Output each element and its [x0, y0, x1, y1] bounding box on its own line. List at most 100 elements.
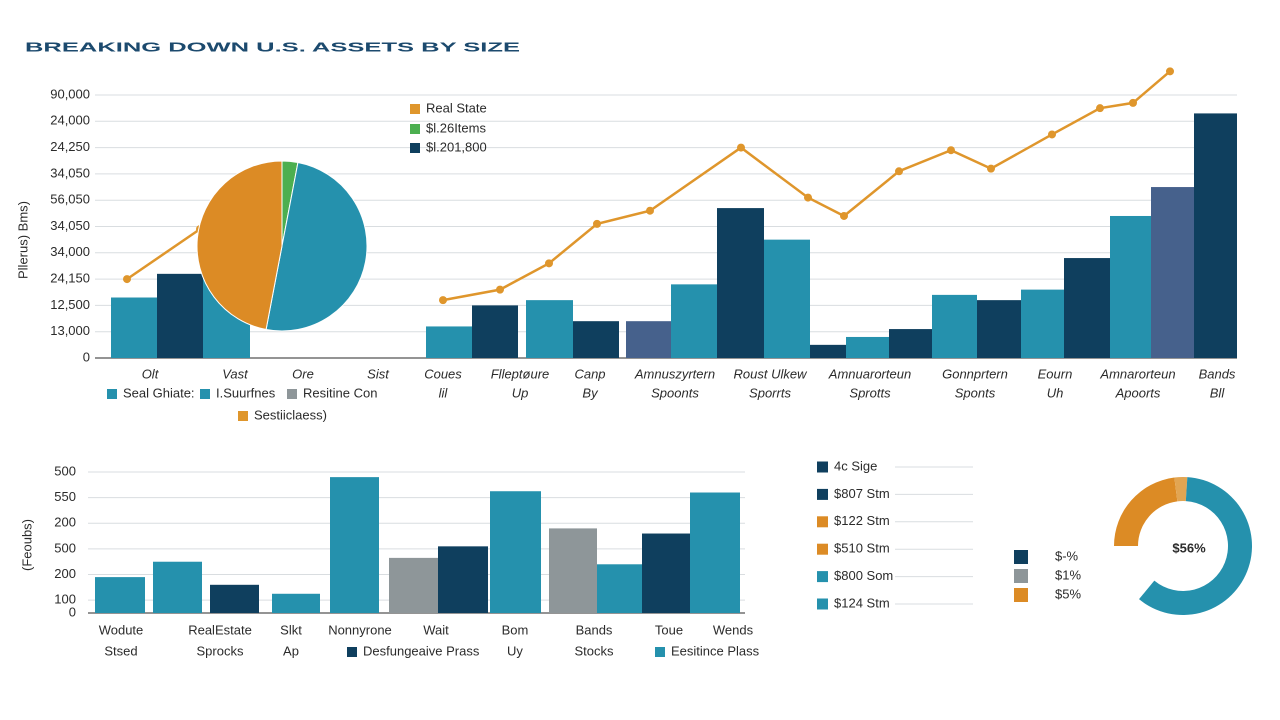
- x-tick-label: Sist: [367, 366, 390, 381]
- x-tick-label: Wodute: [99, 622, 144, 637]
- bar: [846, 336, 889, 358]
- x-tick-label: Flleptøure: [491, 366, 550, 381]
- bar: [526, 300, 573, 358]
- key-swatch: [817, 461, 828, 473]
- x-tick-label: Bands: [576, 622, 613, 637]
- x-tick-label: Roust Ulkew: [734, 366, 809, 381]
- trend-point: [987, 164, 995, 173]
- bar: [330, 477, 379, 613]
- trend-point: [840, 211, 848, 220]
- y-tick-label: 500: [54, 540, 76, 555]
- x-tick-label: Slkt: [280, 622, 302, 637]
- x-tick-label: Amnuarorteun: [828, 366, 911, 381]
- x-tick-label: Ore: [292, 366, 314, 381]
- x-tick-label: Gonnprtern: [942, 366, 1008, 381]
- bottom-legend-label: Seal Ghiate:: [123, 385, 195, 400]
- x-tick-label: Olt: [142, 366, 160, 381]
- bar: [717, 208, 764, 358]
- bottom-legend-swatch: [655, 647, 665, 657]
- x-tick-label: Vast: [222, 366, 249, 381]
- x-tick-label: Sprotts: [849, 385, 891, 400]
- donut-legend-label: $-%: [1055, 548, 1079, 563]
- trend-point: [1166, 67, 1174, 76]
- y-axis-label: Pllerus) Bms): [15, 201, 30, 279]
- bar: [977, 300, 1021, 358]
- x-tick-label: RealEstate: [188, 622, 252, 637]
- x-tick-label: Up: [512, 385, 529, 400]
- trend-point: [123, 275, 131, 284]
- bar: [210, 584, 259, 613]
- x-tick-label: Wait: [423, 622, 449, 637]
- legend-swatch: [410, 143, 420, 153]
- donut-legend-swatch: [1014, 569, 1028, 583]
- x-tick-label: Uy: [507, 643, 523, 658]
- x-tick-label: Stsed: [104, 643, 137, 658]
- x-tick-label: Apoorts: [1115, 385, 1161, 400]
- bar: [438, 546, 488, 613]
- x-tick-label: By: [582, 385, 599, 400]
- donut-slice: [1114, 477, 1178, 546]
- trend-point: [593, 219, 601, 228]
- x-tick-label: Toue: [655, 622, 683, 637]
- bottom-legend-swatch: [107, 389, 117, 399]
- page-title: BREAKING DOWN U.S. ASSETS BY SIZE: [25, 39, 521, 54]
- key-swatch: [817, 571, 828, 583]
- trend-point: [804, 193, 812, 202]
- key-label: $122 Stm: [834, 513, 890, 528]
- bar: [157, 273, 203, 358]
- bar: [626, 321, 671, 358]
- bar: [490, 491, 541, 613]
- bar: [642, 533, 690, 613]
- bottom-legend-swatch: [287, 389, 297, 399]
- bar: [111, 297, 157, 358]
- bar: [764, 239, 810, 358]
- bottom-legend-label: I.Suurfnes: [216, 385, 276, 400]
- bottom-legend-label: Resitine Con: [303, 385, 377, 400]
- bar: [426, 326, 472, 358]
- key-label: $807 Stm: [834, 486, 890, 501]
- y-tick-label: 200: [54, 566, 76, 581]
- legend-swatch: [410, 124, 420, 134]
- trend-point: [895, 167, 903, 176]
- bottom-legend-swatch: [200, 389, 210, 399]
- legend-label: $l.201,800: [426, 139, 487, 154]
- bar: [1064, 258, 1110, 358]
- bar: [1151, 187, 1194, 358]
- donut-slice: [1174, 477, 1188, 502]
- trend-point: [496, 285, 504, 294]
- x-tick-label: Stocks: [574, 643, 614, 658]
- trend-point: [646, 206, 654, 215]
- y-tick-label: 0: [69, 604, 76, 619]
- x-tick-label: Amnarorteun: [1099, 366, 1175, 381]
- y-tick-label: 13,000: [50, 323, 90, 338]
- y-tick-label: 24,150: [50, 271, 90, 286]
- x-tick-label: Wends: [713, 622, 754, 637]
- key-swatch: [817, 516, 828, 528]
- donut-legend-label: $5%: [1055, 586, 1081, 601]
- y-tick-label: 34,000: [50, 244, 90, 259]
- bar: [389, 557, 438, 613]
- x-tick-label: Sporrts: [749, 385, 791, 400]
- bar: [573, 321, 619, 358]
- y-tick-label: 550: [54, 489, 76, 504]
- trend-point: [947, 146, 955, 155]
- bottom-legend-label: Sestiiclaess): [254, 407, 327, 422]
- bar: [153, 561, 202, 613]
- y-tick-label: 100: [54, 592, 76, 607]
- x-tick-label: Canp: [574, 366, 605, 381]
- key-label: $510 Stm: [834, 541, 890, 556]
- trend-point: [1096, 104, 1104, 113]
- bar: [671, 284, 717, 358]
- bottom-legend-label: Eesitince Plass: [671, 643, 760, 658]
- legend-label: $l.26Items: [426, 120, 486, 135]
- key-swatch: [817, 598, 828, 610]
- pie-slice: [265, 161, 368, 332]
- y-tick-label: 90,000: [50, 86, 90, 101]
- bar: [889, 329, 932, 358]
- legend-label: Real State: [426, 100, 487, 115]
- x-tick-label: Spoonts: [651, 385, 699, 400]
- trend-point: [737, 143, 745, 152]
- bar: [272, 593, 320, 613]
- y-tick-label: 56,050: [50, 192, 90, 207]
